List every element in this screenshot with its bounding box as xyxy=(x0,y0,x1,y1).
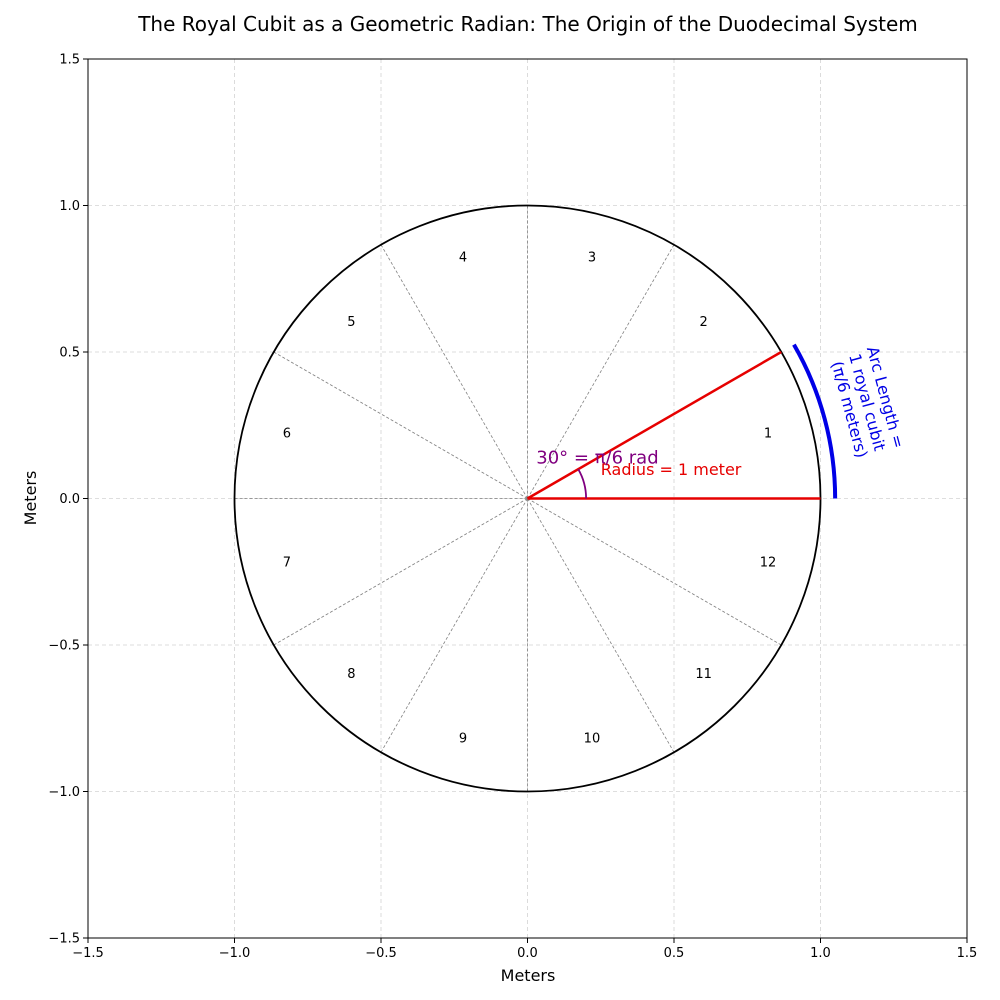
division-line xyxy=(273,498,528,646)
angle-arc xyxy=(577,468,587,499)
sector-label: 9 xyxy=(459,732,467,747)
division-line xyxy=(527,498,675,753)
y-tick-label: −0.5 xyxy=(48,639,80,654)
x-tick-label: −1.5 xyxy=(72,946,104,961)
division-line xyxy=(380,244,528,499)
sector-label: 7 xyxy=(283,555,291,570)
sector-label: 10 xyxy=(584,732,601,747)
x-tick-label: 0.0 xyxy=(517,946,538,961)
sector-label: 3 xyxy=(588,250,596,265)
y-tick-label: 0.5 xyxy=(59,346,80,361)
x-tick-label: −1.0 xyxy=(219,946,251,961)
sector-label: 2 xyxy=(699,315,707,330)
chart-title: The Royal Cubit as a Geometric Radian: T… xyxy=(137,12,918,36)
x-tick-label: 1.0 xyxy=(810,946,831,961)
radius-lines xyxy=(526,350,821,500)
x-tick-label: 1.5 xyxy=(957,946,978,961)
x-axis-ticks: −1.5 −1.0 −0.5 0.0 0.5 1.0 1.5 xyxy=(72,938,977,961)
sector-label: 12 xyxy=(760,555,777,570)
division-line xyxy=(380,498,528,753)
arc-length-highlight xyxy=(792,343,838,499)
sector-label: 8 xyxy=(347,667,355,682)
y-tick-label: 1.5 xyxy=(59,53,80,68)
sector-label: 1 xyxy=(764,427,772,442)
y-tick-label: −1.0 xyxy=(48,785,80,800)
division-line xyxy=(273,351,528,499)
sector-label: 4 xyxy=(459,250,467,265)
y-tick-label: −1.5 xyxy=(48,932,80,947)
y-tick-label: 1.0 xyxy=(59,199,80,214)
sector-label: 6 xyxy=(283,427,291,442)
x-tick-label: 0.5 xyxy=(664,946,685,961)
sector-label: 11 xyxy=(695,667,712,682)
division-line xyxy=(527,498,782,646)
angle-label: 30° = π/6 rad xyxy=(536,447,658,468)
x-tick-label: −0.5 xyxy=(365,946,397,961)
y-axis-label: Meters xyxy=(21,471,40,526)
arc-length-label: Arc Length = 1 royal cubit (π/6 meters) xyxy=(826,344,909,465)
radius-line xyxy=(526,350,782,500)
y-tick-label: 0.0 xyxy=(59,492,80,507)
division-line xyxy=(527,244,675,499)
x-axis-label: Meters xyxy=(501,966,556,985)
sector-label: 5 xyxy=(347,315,355,330)
y-axis-ticks: −1.5 −1.0 −0.5 0.0 0.5 1.0 1.5 xyxy=(48,53,88,947)
radius-label: Radius = 1 meter xyxy=(601,460,742,479)
